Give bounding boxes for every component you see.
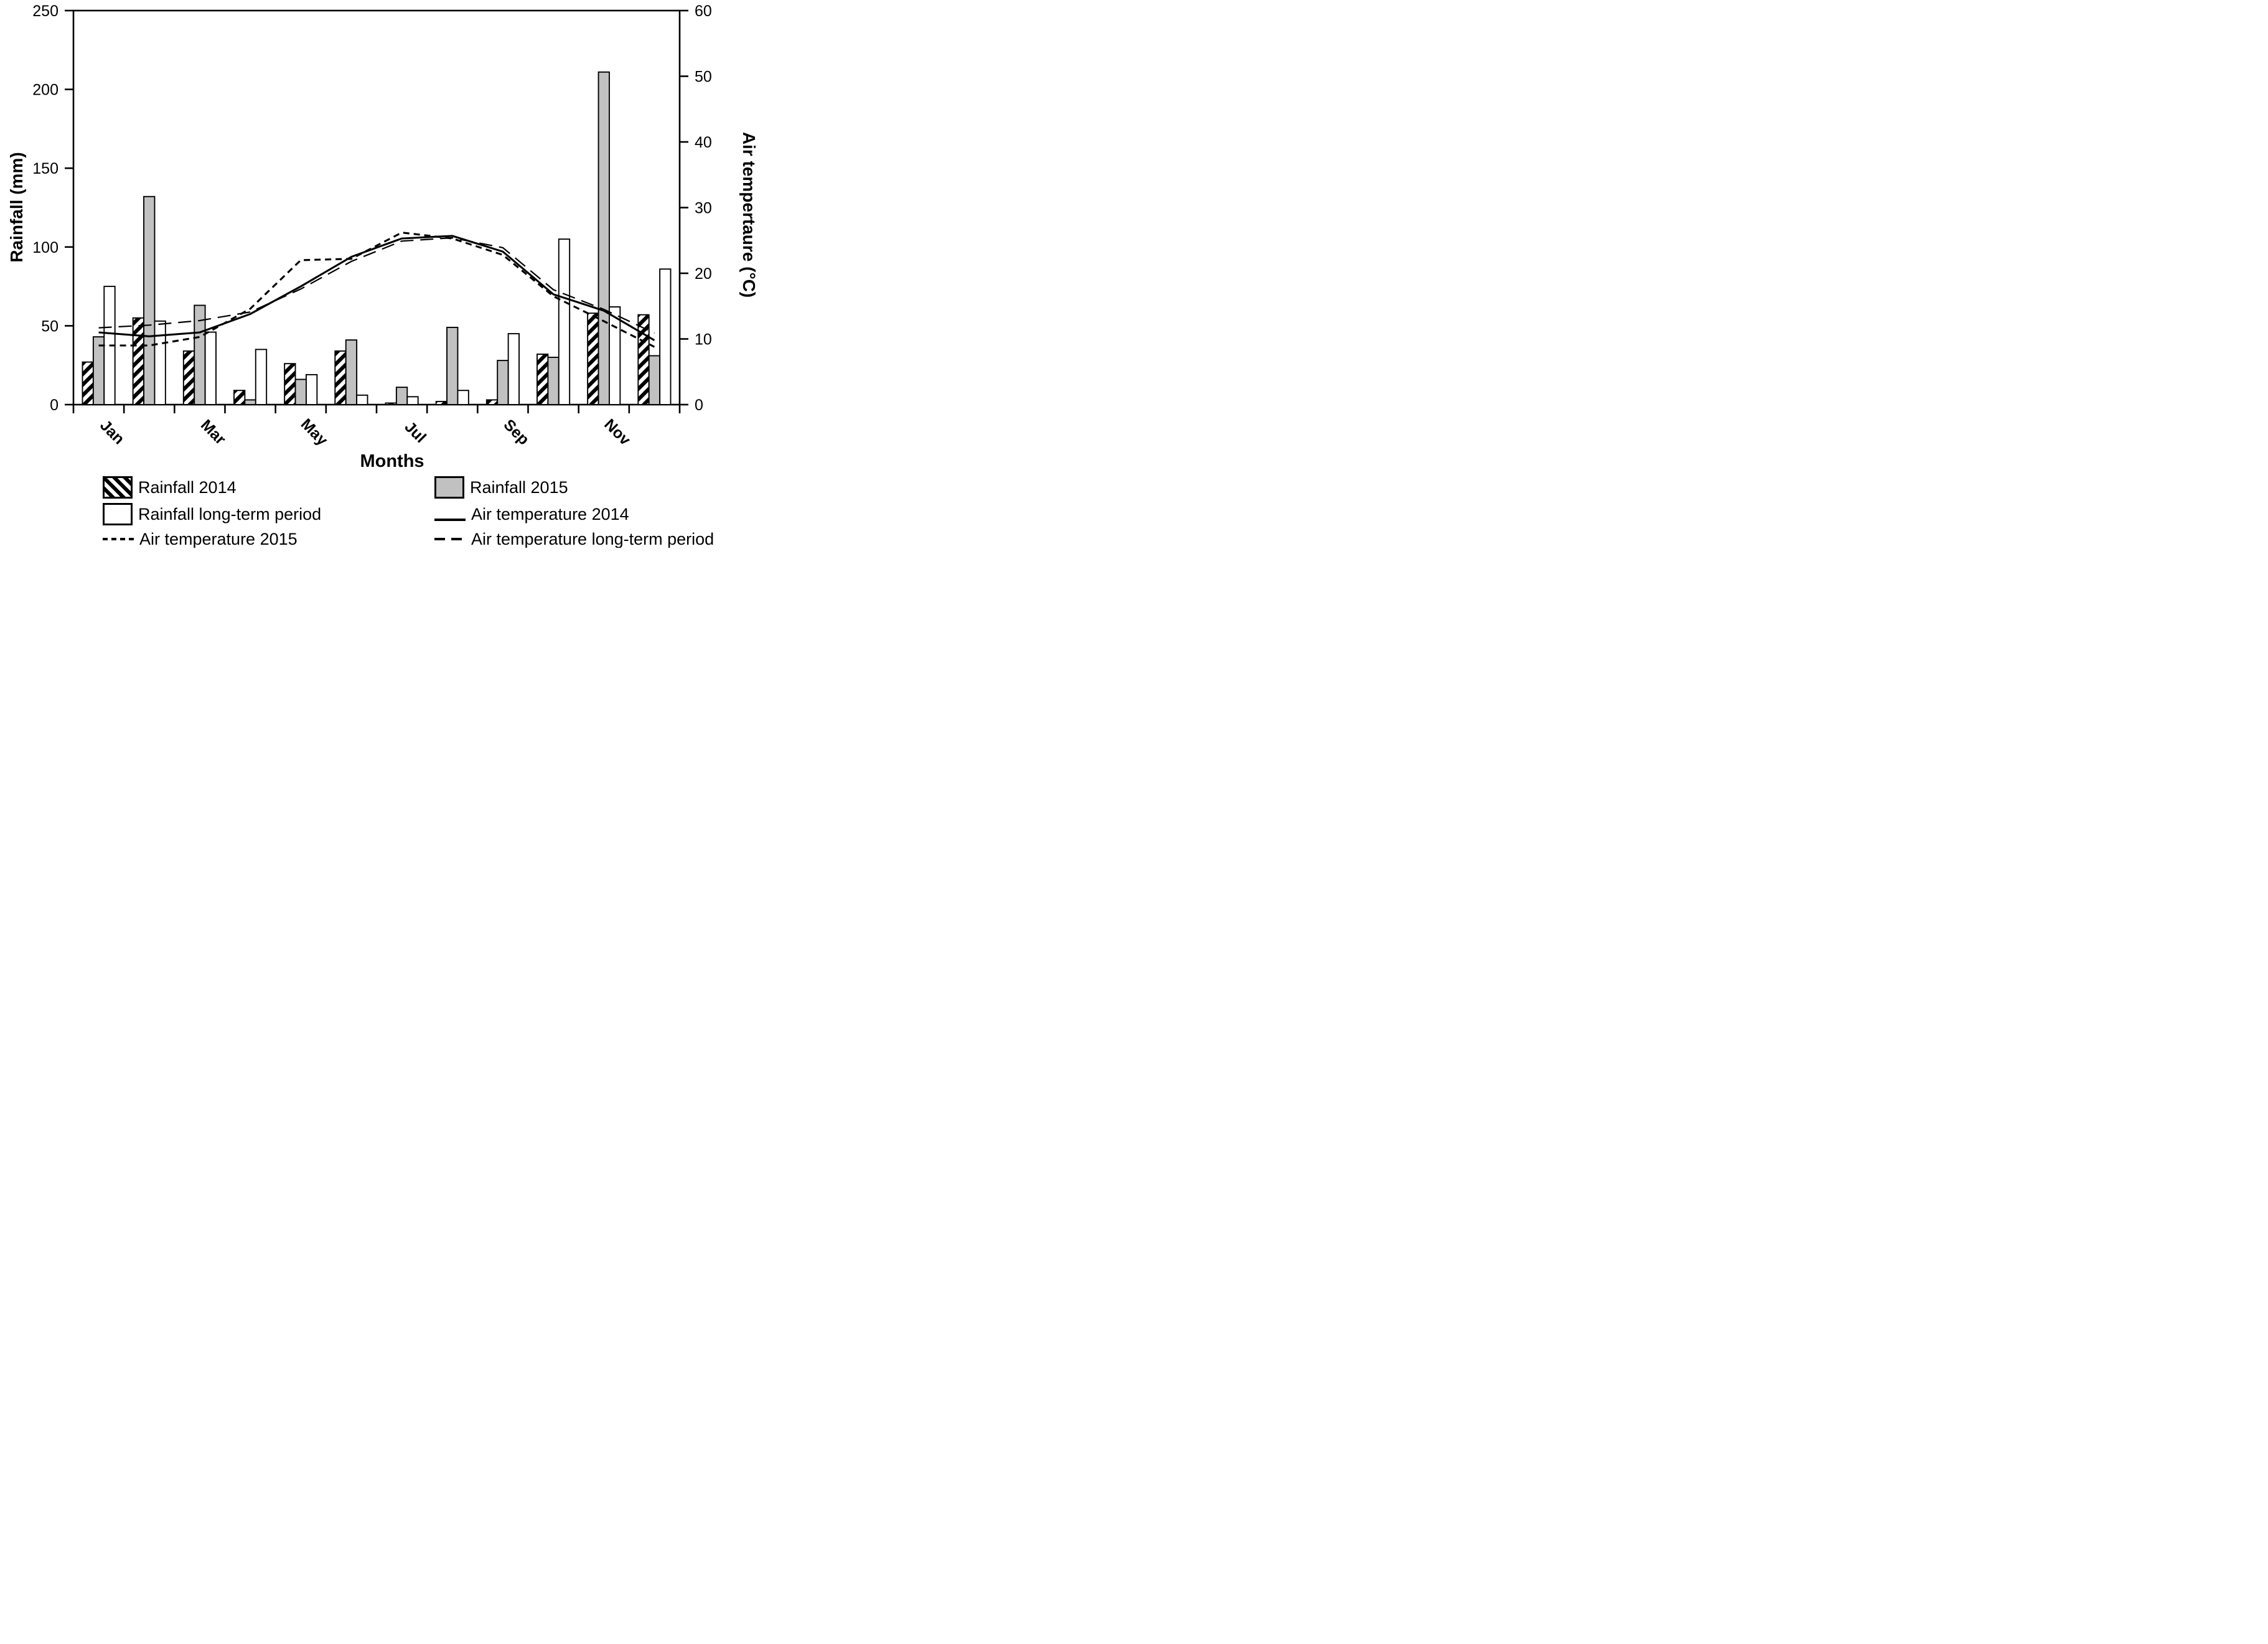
bar-rainfall-long-term-period-jun (356, 394, 368, 405)
bar-rainfall-2015-jan (92, 336, 105, 405)
bar-rainfall-2015-jul (395, 387, 408, 405)
bar-rainfall-2015-apr (244, 399, 256, 405)
left-axis-tick-label: 200 (32, 82, 59, 99)
right-axis-tick-label: 30 (695, 200, 712, 217)
hatched-bar-swatch-icon (103, 476, 133, 499)
legend-item-airtemp-longterm: Air temperature long-term period (434, 527, 714, 548)
bar-rainfall-2014-apr (233, 390, 246, 405)
bar-rainfall-2014-jul (385, 402, 397, 405)
bar-rainfall-long-term-period-nov (609, 306, 621, 405)
right-axis-tick-label: 10 (695, 331, 712, 349)
x-axis-month-label: Jul (401, 418, 429, 446)
legend-item-rainfall-2014: Rainfall 2014 (103, 475, 237, 500)
left-axis-tick-label: 0 (50, 397, 59, 414)
left-axis-tick-label: 150 (32, 160, 59, 177)
legend-item-rainfall-2015: Rainfall 2015 (434, 475, 568, 500)
bar-rainfall-2014-mar (182, 350, 195, 405)
legend-label: Air temperature 2014 (471, 504, 629, 524)
right-axis-title: Air tempertaure (°C) (739, 132, 756, 298)
right-axis-tick-label: 60 (695, 2, 712, 20)
left-axis-tick-label: 50 (41, 317, 59, 335)
x-axis-month-label: May (298, 415, 331, 449)
legend-item-rainfall-longterm: Rainfall long-term period (103, 502, 321, 527)
right-axis-tick-label: 0 (695, 397, 703, 414)
bar-rainfall-2015-jun (345, 339, 358, 405)
x-axis-title: Months (360, 451, 424, 471)
bar-rainfall-long-term-period-aug (457, 390, 469, 405)
bar-rainfall-2014-may (284, 363, 296, 405)
bar-rainfall-long-term-period-mar (204, 331, 217, 405)
long-dash-line-swatch-icon (434, 538, 466, 540)
bar-rainfall-long-term-period-oct (558, 238, 571, 405)
legend-item-airtemp-2014: Air temperature 2014 (434, 502, 629, 527)
solid-line-swatch-icon (434, 513, 466, 521)
bar-rainfall-long-term-period-apr (255, 349, 268, 405)
legend-label: Rainfall long-term period (138, 504, 322, 524)
bar-rainfall-2015-nov (597, 71, 610, 405)
x-axis-month-label: Jan (96, 416, 128, 448)
bar-rainfall-long-term-period-may (306, 373, 318, 405)
bar-rainfall-2015-aug (446, 326, 459, 405)
bar-rainfall-2014-jun (334, 350, 347, 405)
bar-rainfall-2014-feb (132, 317, 144, 405)
bar-rainfall-long-term-period-dec (659, 268, 672, 405)
right-axis-tick-label: 20 (695, 265, 712, 283)
bar-rainfall-2014-jan (82, 361, 94, 405)
bar-rainfall-2014-oct (537, 354, 549, 405)
left-axis-tick-label: 100 (32, 239, 59, 256)
climate-chart-figure: 0 50 100 150 200 250 0 10 20 30 40 50 60 Jan Mar May Jul… (0, 0, 756, 548)
bar-rainfall-2014-nov (587, 312, 599, 405)
bar-rainfall-long-term-period-sep (507, 333, 520, 405)
gray-bar-swatch-icon (434, 476, 464, 499)
legend-label: Air temperature 2015 (139, 529, 298, 548)
line-air-temperature-2015 (98, 232, 655, 348)
legend-label: Rainfall 2015 (470, 477, 568, 497)
bar-rainfall-long-term-period-jul (406, 396, 419, 405)
x-axis-month-label: Sep (500, 416, 532, 448)
bar-rainfall-2015-sep (497, 360, 509, 405)
x-axis-month-label: Mar (197, 416, 229, 448)
line-air-temperature-long-term-period (98, 237, 655, 334)
legend-label: Rainfall 2014 (138, 477, 237, 497)
right-axis-tick-label: 40 (695, 134, 712, 151)
bar-rainfall-2015-feb (143, 195, 156, 405)
short-dash-line-swatch-icon (103, 538, 134, 540)
left-axis-title: Rainfall (mm) (7, 152, 26, 262)
right-axis-tick-label: 50 (695, 68, 712, 86)
bar-rainfall-2015-dec (648, 355, 661, 405)
white-bar-swatch-icon (103, 503, 133, 525)
left-axis-tick-label: 250 (32, 2, 59, 20)
line-air-temperature-2014 (98, 235, 655, 341)
legend-item-airtemp-2015: Air temperature 2015 (103, 527, 298, 548)
bar-rainfall-2015-oct (547, 357, 560, 405)
bar-rainfall-2014-sep (485, 399, 499, 405)
bar-rainfall-2014-aug (435, 400, 448, 405)
bar-rainfall-2015-may (294, 378, 307, 405)
x-axis-month-label: Nov (601, 416, 634, 449)
bar-rainfall-long-term-period-feb (154, 320, 166, 405)
legend-label: Air temperature long-term period (471, 529, 715, 548)
chart-canvas: 0 50 100 150 200 250 0 10 20 30 40 50 60 Jan Mar May Jul… (7, 2, 756, 449)
